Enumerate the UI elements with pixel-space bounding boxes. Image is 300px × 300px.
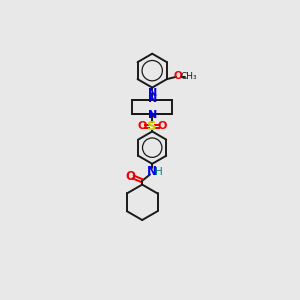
Text: CH₃: CH₃ — [180, 72, 197, 81]
Text: N: N — [147, 165, 157, 178]
Text: S: S — [147, 120, 157, 133]
Text: N: N — [148, 94, 157, 104]
Text: O: O — [158, 121, 167, 131]
Text: N: N — [148, 88, 157, 98]
Text: N: N — [148, 110, 157, 119]
Text: O: O — [173, 71, 182, 81]
Text: O: O — [137, 121, 147, 131]
Text: H: H — [155, 167, 163, 177]
Text: O: O — [126, 170, 136, 183]
